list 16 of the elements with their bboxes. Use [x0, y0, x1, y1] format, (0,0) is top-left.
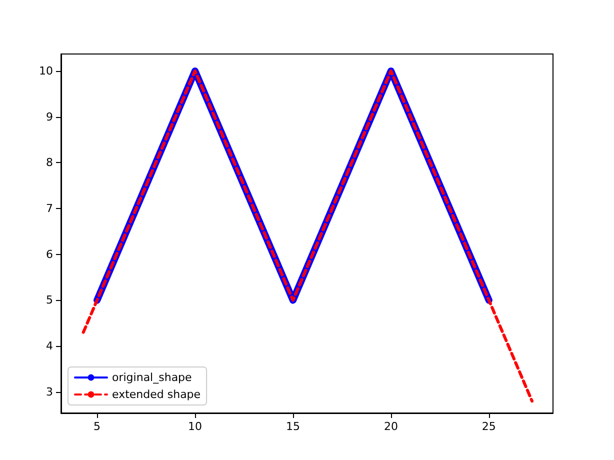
x-tick-label: 25: [482, 420, 496, 433]
y-tick-label: 3: [46, 385, 53, 398]
legend-label: original_shape: [112, 371, 192, 384]
y-tick-label: 4: [46, 340, 53, 353]
y-tick-label: 6: [46, 248, 53, 261]
legend-label: extended shape: [112, 388, 201, 401]
x-tick-label: 20: [384, 420, 398, 433]
y-tick-label: 5: [46, 294, 53, 307]
y-tick-label: 7: [46, 202, 53, 216]
x-tick-label: 10: [188, 420, 202, 433]
x-tick-label: 5: [94, 420, 101, 433]
x-tick-label: 15: [286, 420, 300, 433]
y-tick-label: 8: [46, 156, 53, 170]
y-tick-label: 9: [46, 110, 53, 124]
line-series: [82, 69, 534, 403]
y-tick-label: 10: [39, 64, 53, 78]
